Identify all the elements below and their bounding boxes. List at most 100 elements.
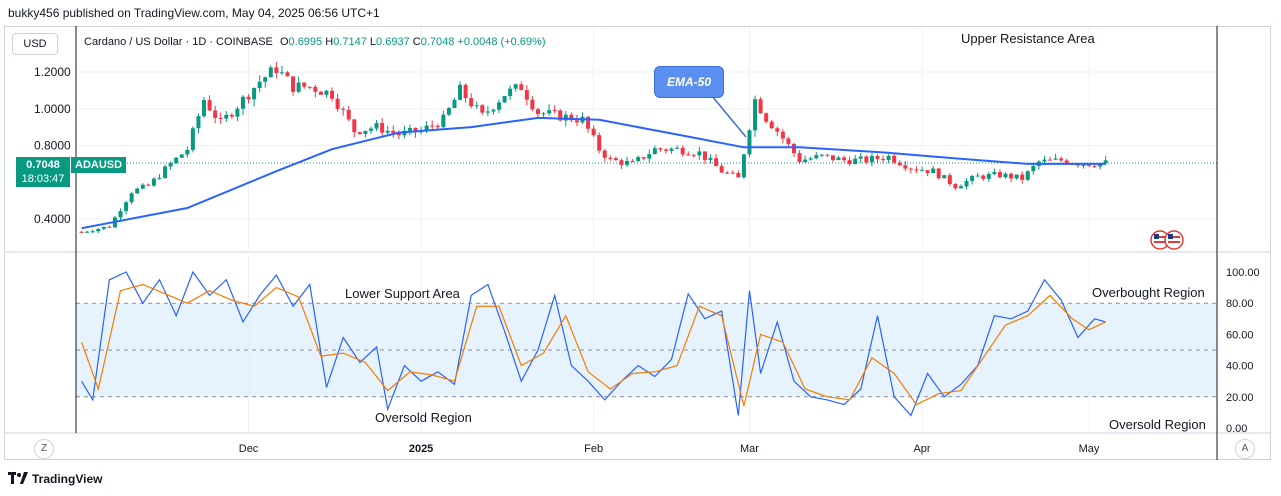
candle-body [491, 109, 496, 112]
zoom-reset-button[interactable]: Z [34, 439, 54, 459]
candle-body [858, 156, 863, 159]
candle-body [224, 114, 229, 119]
stoch-tick-label: 0.00 [1226, 423, 1247, 435]
candle-body [842, 157, 847, 161]
candle-body [942, 175, 947, 179]
candle-body [469, 98, 474, 107]
open-label: O [279, 36, 289, 48]
stoch-d-line [81, 283, 1106, 407]
candle-body [519, 84, 524, 91]
candle-body [413, 127, 418, 133]
candle-body [663, 149, 668, 151]
candle-body [569, 114, 574, 121]
candle-body [780, 131, 785, 139]
candle-body [986, 174, 991, 179]
candle-body [497, 102, 502, 110]
candle-body [997, 172, 1002, 178]
candle-body [307, 86, 312, 88]
candle-body [797, 153, 802, 163]
currency-button[interactable]: USD [12, 33, 58, 55]
candle-body [335, 98, 340, 109]
candle-body [875, 156, 880, 160]
candle-body [124, 202, 129, 212]
candle-body [263, 77, 268, 82]
candle-body [246, 96, 251, 100]
candle-body [324, 90, 329, 95]
candle-body [146, 184, 151, 186]
candle-body [213, 110, 218, 118]
upper-resistance-label: Upper Resistance Area [961, 31, 1095, 46]
candle-body [970, 175, 975, 181]
candle-body [474, 105, 479, 107]
candle-body [185, 149, 190, 155]
candle-body [897, 162, 902, 166]
candle-body [708, 158, 713, 161]
candle-body [524, 90, 529, 100]
candle-body [396, 133, 401, 136]
candle-body [992, 172, 997, 175]
close-label: C [412, 36, 421, 48]
lower-support-label: Lower Support Area [345, 286, 460, 301]
candle-body [151, 178, 156, 186]
candle-body [975, 175, 980, 177]
open-value: 0.6995 [288, 36, 323, 48]
candle-body [602, 150, 607, 158]
candle-body [958, 186, 963, 189]
candle-body [964, 180, 969, 187]
candle-body [207, 100, 212, 111]
flag-icon[interactable] [1150, 230, 1186, 250]
chart-panel [4, 26, 1271, 460]
tradingview-icon [8, 472, 28, 484]
candle-body [168, 163, 173, 167]
candle-body [202, 100, 207, 117]
candle-body [268, 67, 273, 78]
candle-body [558, 110, 563, 121]
candle-body [714, 158, 719, 167]
time-tick-label: May [1079, 443, 1100, 455]
candle-body [374, 123, 379, 129]
candle-body [619, 160, 624, 165]
auto-scale-button[interactable]: A [1235, 439, 1255, 459]
price-tick-label: 1.0000 [34, 102, 71, 116]
candle-body [547, 110, 552, 114]
tradingview-logo: TradingView [8, 472, 102, 486]
candle-body [96, 228, 101, 232]
candle-body [313, 86, 318, 92]
candle-body [719, 166, 724, 173]
candle-body [541, 113, 546, 115]
candle-body [903, 165, 908, 169]
candle-body [769, 121, 774, 129]
candle-body [430, 125, 435, 127]
candle-body [435, 125, 440, 128]
candle-body [702, 151, 707, 161]
candle-body [380, 123, 385, 133]
candle-body [352, 119, 357, 133]
candle-body [630, 160, 635, 162]
candle-body [341, 108, 346, 110]
candle-body [641, 157, 646, 159]
candle-body [229, 114, 234, 117]
time-tick-label: Feb [584, 443, 603, 455]
high-value: 0.7147 [333, 36, 367, 48]
candle-body [892, 155, 897, 163]
candle-body [552, 110, 557, 112]
candle-body [90, 231, 95, 233]
stoch-tick-label: 40.00 [1226, 361, 1254, 373]
candle-body [753, 99, 758, 131]
candle-body [981, 175, 986, 179]
candle-body [953, 184, 958, 189]
candle-body [135, 188, 140, 194]
candle-body [163, 166, 168, 178]
candle-body [118, 211, 123, 218]
candle-body [79, 231, 84, 233]
candle-body [508, 88, 513, 97]
overbought-label: Overbought Region [1092, 285, 1205, 300]
candle-body [758, 99, 763, 114]
candle-body [1025, 171, 1030, 180]
candle-body [625, 160, 630, 165]
candle-body [864, 156, 869, 163]
candle-body [730, 172, 735, 174]
candle-body [330, 90, 335, 99]
candle-body [586, 116, 591, 129]
